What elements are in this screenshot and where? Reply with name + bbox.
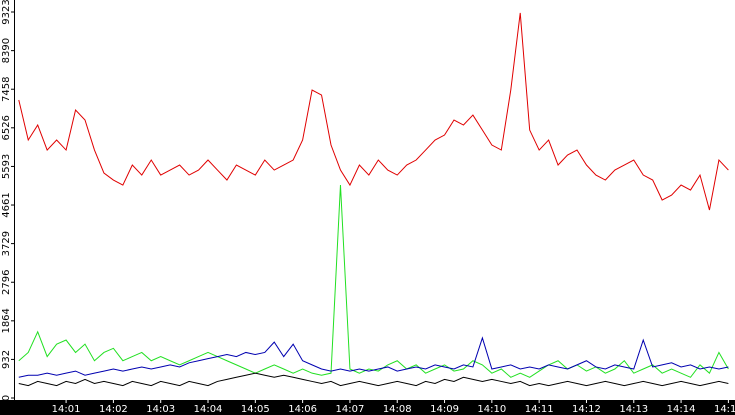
x-axis-band (0, 400, 735, 415)
x-tick-label: 14:06 (288, 404, 317, 415)
y-tick-label: 6526 (1, 115, 12, 140)
x-tick-label: 14:10 (477, 404, 506, 415)
x-tick-label: 14:11 (525, 404, 554, 415)
y-tick-label: 4661 (1, 192, 12, 217)
y-tick-label: 5593 (1, 154, 12, 179)
y-tick-label: 932 (1, 350, 12, 369)
x-tick-label: 14:04 (194, 404, 223, 415)
x-tick-label: 14:15 (714, 404, 735, 415)
x-tick-label: 14:14 (667, 404, 696, 415)
x-tick-label: 14:13 (619, 404, 648, 415)
y-tick-label: 2796 (1, 270, 12, 295)
x-tick-label: 14:09 (430, 404, 459, 415)
y-tick-label: 1864 (1, 308, 12, 333)
x-tick-label: 14:01 (52, 404, 81, 415)
y-tick-label: 3729 (1, 231, 12, 256)
x-tick-label: 14:12 (572, 404, 601, 415)
series-line (18, 372, 729, 387)
y-tick-label: 7458 (1, 76, 12, 101)
y-tick-label: 9323 (1, 0, 12, 25)
x-tick-label: 14:03 (146, 404, 175, 415)
y-tick-label: 8390 (1, 38, 12, 63)
y-tick-label: 0 (1, 395, 12, 401)
x-tick-label: 14:05 (241, 404, 270, 415)
series-line (18, 336, 729, 378)
series-line (18, 12, 729, 211)
x-tick-label: 14:08 (383, 404, 412, 415)
x-tick-label: 14:07 (336, 404, 365, 415)
x-tick-label: 14:02 (99, 404, 128, 415)
